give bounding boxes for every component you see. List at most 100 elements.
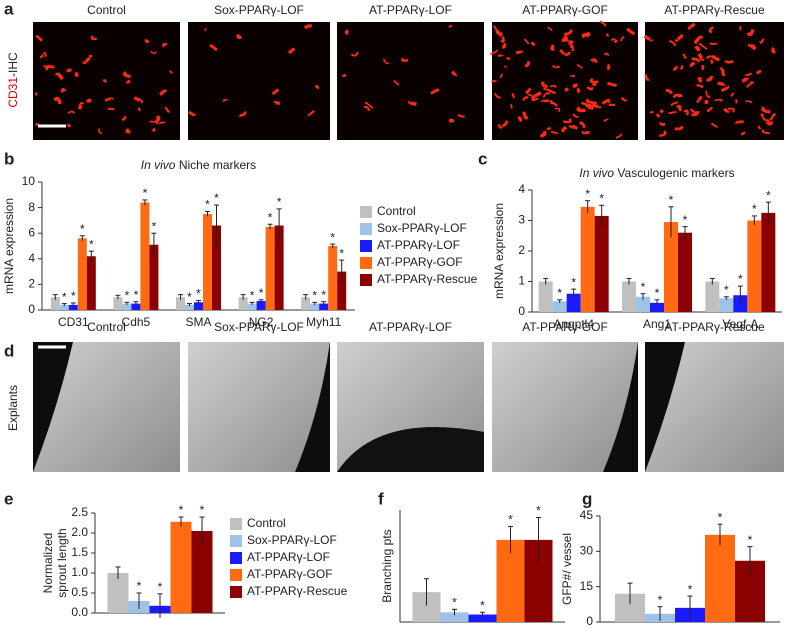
vessel-stain [620, 35, 625, 42]
vessel-stain [151, 127, 156, 132]
vessel-stain [104, 96, 110, 102]
vessel-stain [500, 36, 505, 43]
vessel-stain [670, 101, 679, 107]
panel-letter: f [378, 489, 384, 508]
column-title: Sox-PPARγ-LOF [214, 3, 304, 17]
y-tick-label: 0 [586, 614, 593, 628]
title-text: Vasculogenic markers [617, 166, 734, 180]
vessel-stain [706, 75, 714, 82]
vessel-stain [724, 60, 734, 64]
bar [170, 521, 192, 613]
legend-swatch [230, 552, 242, 564]
vessel-stain [491, 80, 498, 83]
vessel-stain [364, 101, 374, 109]
vessel-stain [497, 123, 503, 129]
x-tick-label: Vegf-A [722, 317, 758, 331]
vessel-stain [683, 109, 689, 116]
vessel-stain [314, 84, 320, 89]
bar [636, 296, 650, 312]
vessel-stain [705, 90, 711, 99]
vessel-stain [659, 130, 667, 138]
legend-swatch [360, 257, 372, 269]
vessel-stain [82, 56, 91, 65]
vessel-stain [576, 63, 583, 69]
vessel-stain [382, 58, 390, 65]
vessel-stain [606, 63, 611, 71]
vessel-stain [509, 103, 513, 109]
y-tick-label: 1.0 [71, 565, 88, 579]
vessel-stain [659, 121, 666, 126]
bar [664, 222, 678, 312]
vessel-stain [39, 55, 44, 59]
bar [468, 614, 497, 622]
vessel-stain [572, 82, 578, 88]
vessel-stain [735, 120, 744, 125]
vessel-stain [581, 130, 590, 135]
vessel-stain [590, 101, 598, 108]
significance-mark: * [268, 210, 273, 224]
vessel-stain [606, 33, 610, 37]
vessel-stain [697, 53, 705, 61]
vessel-stain [585, 103, 592, 108]
vessel-stain [755, 69, 762, 75]
significance-mark: * [179, 503, 184, 517]
vessel-stain [499, 73, 503, 79]
vessel-stain [721, 70, 726, 77]
vessel-stain [769, 113, 776, 121]
bar [496, 539, 525, 622]
significance-mark: * [89, 237, 94, 251]
vessel-stain [576, 106, 586, 113]
bar [238, 297, 248, 310]
vessel-stain [674, 125, 684, 131]
vessel-stain [556, 65, 561, 69]
legend-label: AT-PPARγ-LOF [247, 550, 330, 564]
y-axis-label: Normalized [41, 533, 55, 594]
vessel-stain [88, 54, 93, 58]
vessel-stain [696, 84, 704, 89]
bar [705, 281, 720, 312]
vessel-stain [591, 82, 597, 87]
significance-mark: * [152, 219, 157, 233]
micrograph [188, 22, 330, 140]
significance-mark: * [752, 202, 757, 216]
vessel-stain [620, 96, 628, 102]
y-tick-label: 30 [580, 544, 594, 558]
vessel-stain [579, 121, 586, 128]
significance-mark: * [137, 579, 142, 593]
vessel-stain [694, 45, 700, 52]
bar [131, 303, 141, 310]
vessel-stain [706, 106, 714, 113]
vessel-stain [449, 118, 455, 123]
vessel-stain [494, 92, 501, 99]
significance-mark: * [330, 230, 335, 244]
panel-letter: b [4, 149, 14, 168]
bar [301, 297, 311, 310]
significance-mark: * [452, 595, 457, 609]
column-title: Control [87, 3, 126, 17]
legend-swatch [360, 223, 372, 235]
vessel-stain [581, 33, 590, 39]
vessel-stain [564, 29, 573, 36]
vessel-stain [273, 101, 281, 106]
bar [594, 215, 609, 312]
vessel-stain [586, 98, 596, 105]
panel-letter: e [4, 489, 13, 508]
significance-mark: * [724, 283, 729, 297]
bar [203, 214, 212, 310]
vessel-stain [506, 56, 511, 60]
y-tick-label: 0.0 [71, 605, 88, 619]
vessel-stain [144, 39, 150, 44]
vessel-stain [576, 87, 581, 94]
y-axis-label: mRNA expression [2, 198, 16, 294]
vessel-stain [546, 126, 552, 131]
panel-letter: d [4, 341, 14, 360]
x-tick-label: Cdh5 [122, 315, 151, 329]
vessel-stain [532, 91, 542, 100]
row-label-part: -IHC [6, 52, 20, 77]
bar [650, 302, 664, 312]
significance-mark: * [187, 290, 192, 304]
significance-mark: * [641, 280, 646, 294]
significance-mark: * [143, 186, 148, 200]
significance-mark: * [80, 222, 85, 236]
vessel-stain [679, 65, 684, 70]
